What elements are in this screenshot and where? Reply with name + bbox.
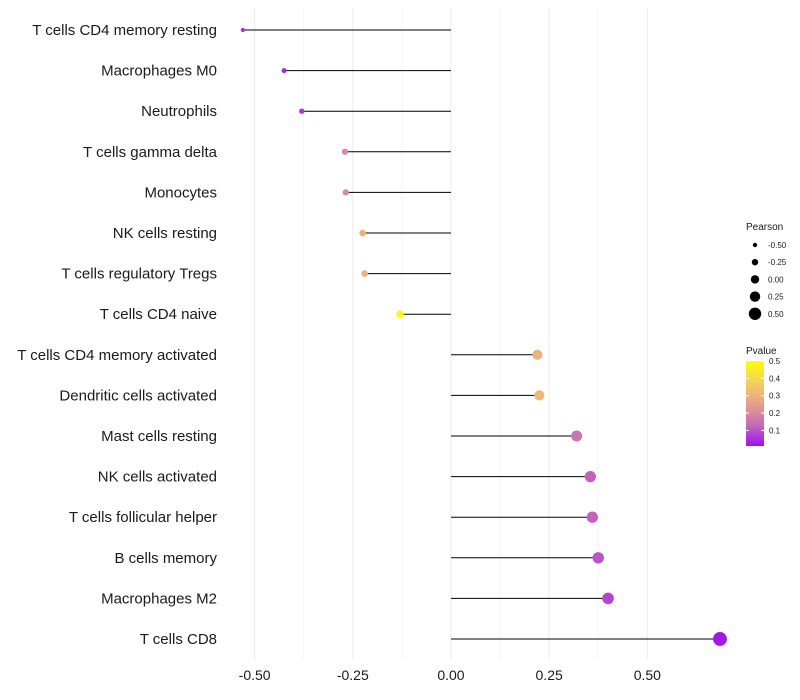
size-legend-dot (752, 242, 758, 248)
data-point (299, 108, 305, 114)
category-label: Monocytes (144, 184, 217, 201)
data-point (534, 390, 545, 401)
category-label: Dendritic cells activated (59, 387, 217, 404)
x-tick-label: -0.50 (239, 667, 271, 683)
x-axis-ticks: -0.50 -0.25 0.00 0.25 0.50 (239, 667, 661, 683)
size-legend-dot (748, 307, 762, 320)
color-legend: Pvalue 0.1 0.2 0.3 0.4 0.5 (746, 346, 781, 446)
data-point (571, 430, 583, 442)
data-point (584, 470, 596, 483)
lollipop-stems (242, 29, 720, 640)
data-point (396, 310, 404, 318)
category-label: NK cells activated (98, 469, 217, 486)
data-point (713, 632, 727, 646)
color-legend-label: 0.5 (769, 357, 781, 366)
color-legend-label: 0.2 (769, 409, 781, 418)
size-legend: Pearson -0.50 -0.25 0.00 0.25 0.50 (746, 222, 787, 320)
size-legend-label: -0.50 (768, 241, 787, 250)
data-point (532, 349, 543, 360)
size-legend-dot (750, 275, 760, 284)
size-legend-dot (749, 291, 761, 302)
category-label: Macrophages M0 (101, 63, 217, 80)
category-label: T cells CD4 naive (100, 306, 217, 323)
category-label: NK cells resting (113, 225, 217, 242)
category-label: T cells CD8 (140, 631, 217, 648)
category-label: T cells CD4 memory activated (17, 347, 217, 364)
data-point (586, 511, 598, 523)
category-labels: T cells CD4 memory resting Macrophages M0… (17, 22, 217, 648)
category-label: Macrophages M2 (101, 590, 217, 607)
category-label: Neutrophils (141, 103, 217, 120)
lollipop-points (240, 27, 727, 646)
data-point (592, 552, 604, 564)
x-tick-label: 0.00 (437, 667, 464, 683)
color-legend-label: 0.1 (769, 426, 781, 435)
data-point (281, 68, 287, 74)
color-legend-label: 0.4 (769, 374, 781, 383)
category-label: T cells CD4 memory resting (32, 22, 217, 39)
color-legend-label: 0.3 (769, 392, 781, 401)
data-point (602, 592, 614, 605)
category-label: Mast cells resting (101, 428, 217, 445)
size-legend-label: -0.25 (768, 258, 787, 267)
category-label: T cells follicular helper (69, 509, 217, 526)
data-point (361, 270, 368, 277)
x-tick-label: 0.50 (634, 667, 661, 683)
grid-lines (254, 8, 648, 660)
data-point (359, 229, 366, 237)
color-legend-bar (746, 361, 764, 446)
size-legend-dot (751, 259, 759, 266)
data-point (342, 189, 349, 196)
data-point (341, 148, 349, 155)
size-legend-label: 0.50 (768, 310, 784, 319)
category-label: T cells regulatory Tregs (61, 266, 217, 283)
category-label: B cells memory (114, 550, 217, 567)
size-legend-title: Pearson (746, 222, 783, 233)
data-point (240, 27, 245, 33)
x-tick-label: 0.25 (536, 667, 563, 683)
size-legend-label: 0.00 (768, 275, 784, 284)
category-label: T cells gamma delta (83, 144, 218, 161)
x-tick-label: -0.25 (337, 667, 369, 683)
size-legend-label: 0.25 (768, 293, 784, 302)
color-legend-title: Pvalue (746, 346, 777, 357)
